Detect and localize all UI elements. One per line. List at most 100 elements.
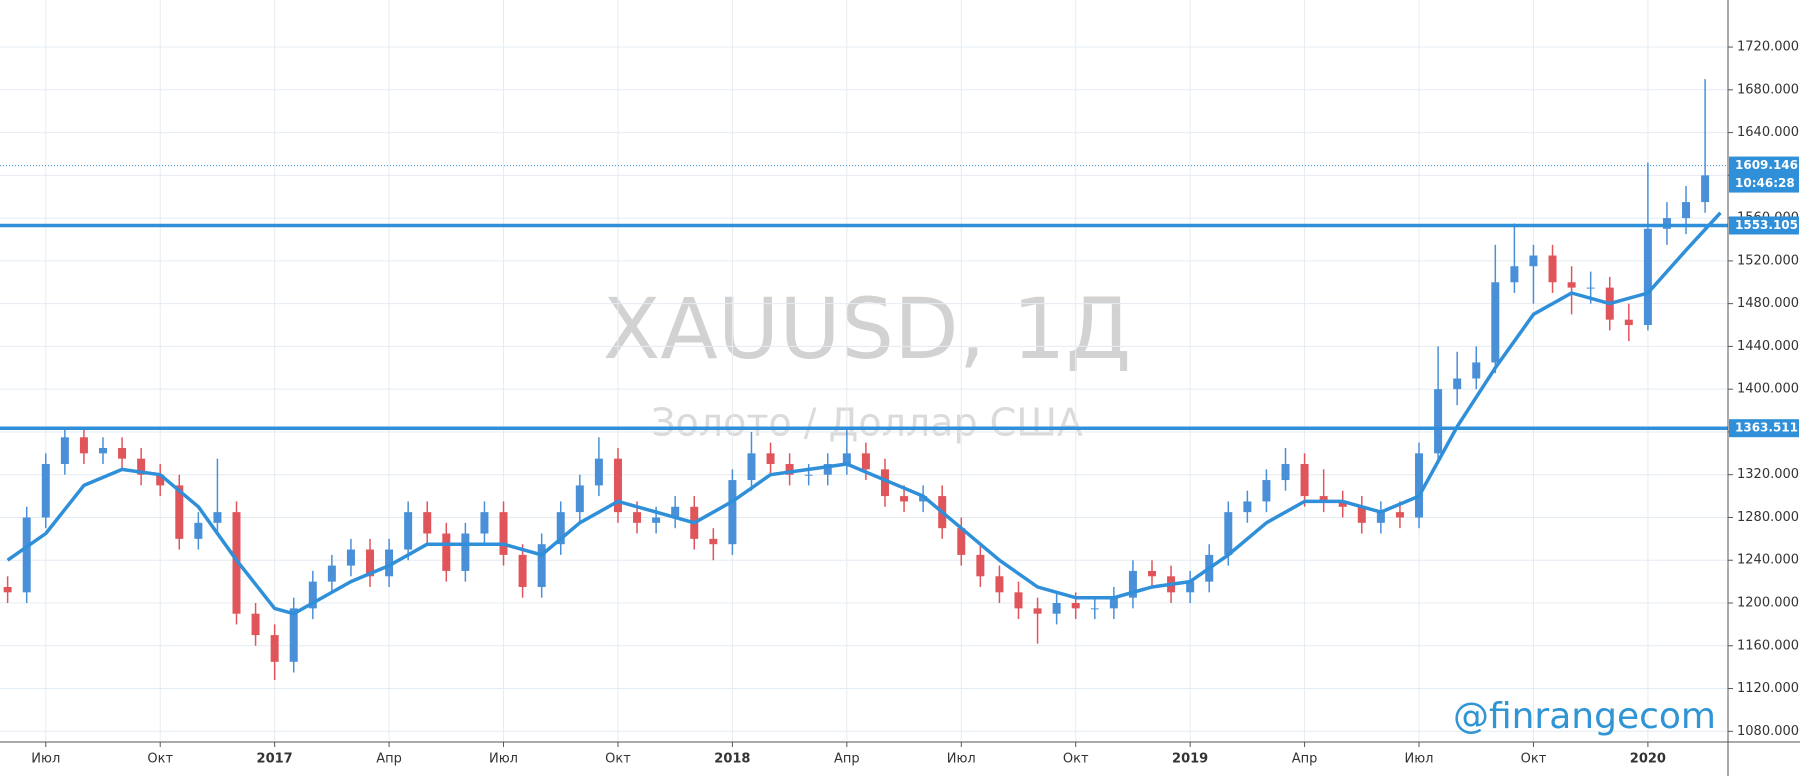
candle-body — [594, 458, 603, 486]
candle-body — [1643, 228, 1652, 326]
candle-body — [633, 512, 642, 523]
candle-body — [270, 635, 279, 662]
y-tick-label: 1120.000 — [1737, 681, 1799, 696]
candle-body — [823, 464, 832, 475]
candle-body — [1395, 512, 1404, 518]
x-tick-label: Июл — [489, 752, 518, 767]
candle-body — [861, 453, 870, 470]
y-tick-label: 1440.000 — [1737, 339, 1799, 354]
candle-body — [1510, 266, 1519, 283]
x-tick-label: Окт — [605, 752, 631, 767]
candle-body — [1701, 175, 1710, 203]
candle-body — [499, 512, 508, 555]
y-tick-label: 1200.000 — [1737, 596, 1799, 611]
candle-body — [175, 485, 184, 539]
candle-body — [1014, 592, 1023, 609]
moving-average-line — [6, 211, 1722, 616]
candle-body — [728, 480, 737, 545]
level-label: 1553.105 — [1735, 218, 1798, 232]
candle-body — [251, 613, 260, 636]
candle-body — [995, 576, 1004, 593]
candle-body — [1319, 496, 1328, 502]
candle-body — [41, 464, 50, 518]
candle-body — [137, 458, 146, 475]
candle-body — [1586, 287, 1595, 289]
y-tick-label: 1240.000 — [1737, 553, 1799, 568]
candle-body — [1243, 501, 1252, 513]
candle-body — [289, 608, 298, 662]
candle-body — [1148, 570, 1156, 577]
candle-body — [537, 544, 546, 587]
candle-body — [880, 469, 889, 497]
candle-body — [900, 496, 909, 502]
candle-body — [652, 517, 661, 523]
candle-body — [1415, 453, 1424, 518]
candle-body — [327, 565, 336, 582]
candle-body — [919, 496, 928, 502]
candle-body — [957, 528, 966, 555]
y-tick-label: 1160.000 — [1737, 638, 1799, 653]
candle-body — [747, 453, 756, 481]
candle-body — [575, 485, 584, 513]
x-tick-label: Окт — [1521, 752, 1547, 767]
x-tick-label: Окт — [1063, 752, 1089, 767]
candle-body — [842, 453, 851, 465]
watermark-title: XAUUSD, 1Д — [603, 280, 1131, 378]
x-tick-label: 2019 — [1172, 752, 1208, 767]
x-tick-label: Апр — [1292, 752, 1318, 767]
candle-body — [1071, 603, 1080, 609]
candle-body — [480, 512, 489, 534]
candle-body — [1033, 608, 1042, 614]
y-tick-label: 1280.000 — [1737, 510, 1799, 525]
candle-body — [98, 447, 107, 454]
candle-body — [213, 512, 222, 523]
x-tick-label: 2018 — [714, 752, 750, 767]
x-tick-label: 2020 — [1630, 752, 1666, 767]
candle-body — [1128, 570, 1137, 598]
candle-body — [1357, 506, 1366, 523]
candle-body — [22, 517, 31, 593]
y-tick-label: 1680.000 — [1737, 82, 1799, 97]
level-label-box — [1729, 216, 1799, 235]
candle-body — [976, 554, 985, 577]
last-price-label: 1609.146 — [1735, 158, 1798, 172]
x-tick-label: Окт — [147, 752, 173, 767]
candle-body — [709, 538, 718, 545]
candle-body — [1548, 255, 1557, 283]
candle-body — [366, 549, 375, 577]
axes: 1080.000 1120.000 1160.000 1200.000 1240.000… — [31, 40, 1799, 767]
candle-body — [1186, 581, 1195, 593]
candle-body — [1491, 282, 1500, 363]
x-tick-label: Июл — [947, 752, 976, 767]
candle-body — [156, 474, 165, 486]
x-tick-label: Июл — [1405, 752, 1434, 767]
level-label: 1363.511 — [1735, 421, 1798, 435]
candle-body — [1300, 464, 1309, 497]
candle-body — [60, 437, 69, 465]
candle-body — [442, 533, 451, 571]
candle-body — [461, 533, 470, 571]
candle-body — [1434, 389, 1443, 454]
candle-body — [79, 437, 88, 454]
y-tick-label: 1480.000 — [1737, 296, 1799, 311]
level-label-box — [1729, 419, 1799, 438]
x-tick-label: Июл — [31, 752, 60, 767]
y-tick-label: 1080.000 — [1737, 724, 1799, 739]
watermark-subtitle: Золото / Доллар США — [651, 401, 1083, 445]
candle-body — [1529, 255, 1538, 267]
candle-body — [1567, 282, 1576, 288]
y-tick-label: 1400.000 — [1737, 382, 1799, 397]
candle-body — [385, 549, 394, 577]
candle-body — [194, 522, 203, 539]
candle-body — [1090, 608, 1099, 610]
candle-body — [1624, 319, 1633, 326]
candle-body — [785, 464, 794, 475]
candle-body — [423, 512, 432, 534]
candle-body — [1052, 603, 1061, 614]
candle-body — [1682, 202, 1691, 219]
grid — [0, 0, 1728, 742]
candle-body — [1338, 501, 1347, 507]
candle-body — [1472, 362, 1481, 379]
